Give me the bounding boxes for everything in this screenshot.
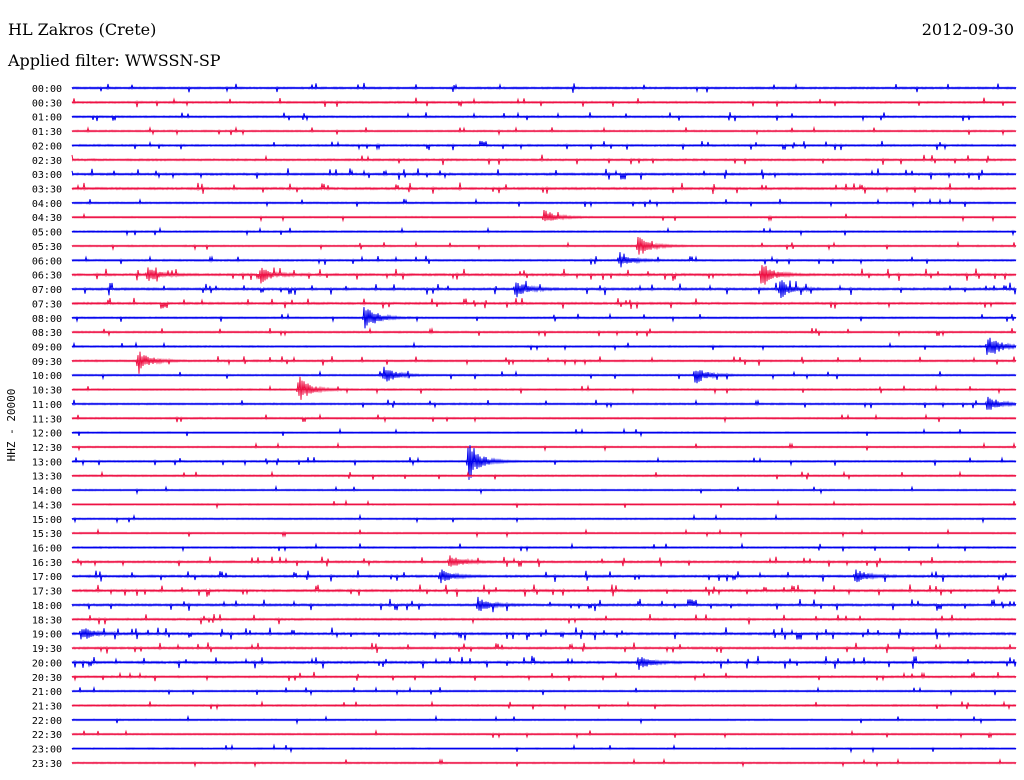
row-time-label: 03:30 [32,185,62,196]
row-time-label: 02:00 [32,141,62,152]
row-time-label: 00:00 [32,84,62,95]
row-time-label: 17:00 [32,572,62,583]
filter-label: Applied filter: WWSSN-SP [8,51,221,70]
row-time-label: 21:00 [32,687,62,698]
station-title: HL Zakros (Crete) [8,20,157,39]
row-time-label: 11:30 [32,414,62,425]
row-time-label: 11:00 [32,400,62,411]
trace-row [71,351,1017,374]
row-time-label: 04:30 [32,213,62,224]
row-time-label: 10:30 [32,386,62,397]
row-time-label: 07:00 [32,285,62,296]
trace-row [71,210,1017,223]
row-time-label: 23:00 [32,745,62,756]
row-time-label: 09:00 [32,342,62,353]
row-time-label: 22:00 [32,716,62,727]
row-time-label: 20:30 [32,673,62,684]
row-time-label: 08:00 [32,314,62,325]
row-time-label: 17:30 [32,587,62,598]
trace-row [71,376,1017,400]
row-time-label: 06:30 [32,271,62,282]
row-time-label: 09:30 [32,357,62,368]
row-time-label: 15:30 [32,529,62,540]
row-time-label: 19:00 [32,630,62,641]
record-date: 2012-09-30 [921,20,1014,39]
row-time-label: 12:30 [32,443,62,454]
y-axis-label: HHZ - 20000 [5,389,18,462]
row-time-label: 14:30 [32,500,62,511]
row-time-label: 21:30 [32,701,62,712]
row-time-label: 01:00 [32,113,62,124]
row-time-label: 13:30 [32,472,62,483]
row-time-label: 04:00 [32,199,62,210]
row-time-label: 19:30 [32,644,62,655]
row-time-label: 22:30 [32,730,62,741]
row-time-label: 23:30 [32,759,62,770]
row-time-label: 16:00 [32,544,62,555]
row-time-label: 07:30 [32,299,62,310]
row-time-label: 15:00 [32,515,62,526]
row-time-label: 08:30 [32,328,62,339]
row-time-label: 18:30 [32,615,62,626]
row-time-label: 10:00 [32,371,62,382]
row-time-label: 18:00 [32,601,62,612]
row-time-label: 16:30 [32,558,62,569]
row-time-label: 20:00 [32,658,62,669]
row-time-label: 02:30 [32,156,62,167]
row-time-label: 05:30 [32,242,62,253]
row-time-label: 05:00 [32,228,62,239]
row-time-label: 06:00 [32,256,62,267]
row-time-label: 12:00 [32,429,62,440]
row-time-label: 00:30 [32,98,62,109]
row-time-label: 03:00 [32,170,62,181]
row-time-label: 01:30 [32,127,62,138]
trace-row [71,396,1017,410]
row-time-label: 13:00 [32,457,62,468]
row-time-label: 14:00 [32,486,62,497]
